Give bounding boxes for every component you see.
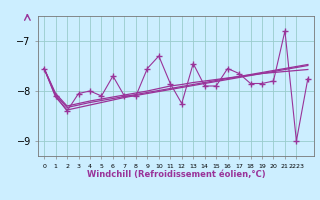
X-axis label: Windchill (Refroidissement éolien,°C): Windchill (Refroidissement éolien,°C) — [87, 170, 265, 179]
